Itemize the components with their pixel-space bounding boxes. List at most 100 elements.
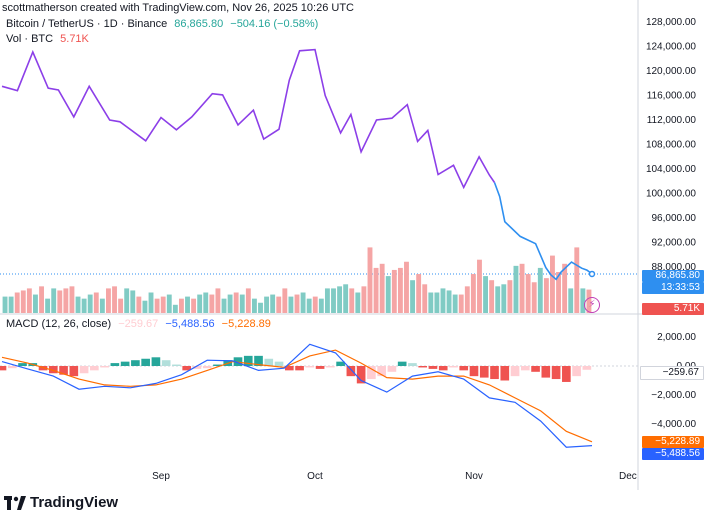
price-axis-tick: 128,000.00	[646, 17, 696, 28]
volume-bar	[215, 288, 221, 313]
volume-bar	[483, 276, 488, 313]
volume-bar	[300, 292, 306, 313]
histogram-bar	[264, 358, 274, 366]
vol-label[interactable]: Vol · BTC	[6, 33, 54, 45]
price-axis-tick: 100,000.00	[646, 189, 696, 200]
price-tag: 86,865.80	[642, 270, 704, 282]
volume-bar	[312, 296, 318, 313]
histogram-bar	[110, 363, 120, 366]
brand-name: TradingView	[30, 494, 119, 511]
volume-bar	[26, 288, 32, 313]
volume-bar	[172, 304, 178, 313]
histogram-bar	[69, 366, 79, 377]
histogram-bar	[38, 366, 48, 371]
histogram-bar	[326, 366, 335, 368]
volume-bar	[124, 288, 130, 313]
histogram-bar	[562, 366, 571, 382]
histogram-bar	[459, 366, 469, 371]
histogram-bar	[397, 361, 407, 366]
histogram-bar	[182, 366, 192, 371]
price-series-blue	[493, 182, 593, 281]
histogram-bar	[551, 366, 561, 380]
volume-bar	[422, 284, 428, 313]
histogram-bar	[59, 366, 68, 375]
time-axis-tick: Sep	[152, 471, 170, 482]
histogram-bar	[520, 366, 530, 371]
histogram-bar	[346, 366, 356, 377]
macd-signal-value: −5,228.89	[221, 318, 271, 330]
price-series-purple	[1, 48, 496, 190]
volume-bar	[185, 296, 190, 313]
histogram-bar	[213, 364, 222, 366]
macd-tag: −5,488.56	[642, 448, 704, 460]
volume-bar	[525, 274, 531, 313]
macd-line	[1, 343, 593, 448]
volume-bar	[112, 286, 117, 313]
macd-axis-tick: 2,000.00	[657, 332, 696, 343]
histogram-bar	[438, 366, 448, 371]
volume-bar	[251, 298, 257, 313]
macd-label[interactable]: MACD (12, 26, close)	[6, 318, 112, 330]
volume-bar	[489, 280, 495, 313]
histogram-bar	[7, 366, 17, 369]
volume-bar	[39, 286, 44, 313]
volume-bar	[391, 269, 397, 313]
histogram-bar	[479, 366, 489, 378]
histogram-bar	[418, 366, 428, 368]
time-axis-tick: Dec	[619, 471, 637, 482]
volume-bar	[440, 288, 446, 313]
volume-bar	[355, 292, 361, 313]
macd-axis-tick: −4,000.00	[651, 419, 696, 430]
volume-bar	[477, 259, 482, 313]
volume-bar	[501, 284, 507, 313]
tradingview-logo[interactable]: TradingView	[4, 494, 118, 511]
histogram-bar	[0, 366, 7, 371]
volume-bar	[264, 296, 270, 313]
price-axis-tick: 88,000.00	[652, 262, 697, 273]
volume-bar	[93, 292, 99, 313]
volume-header: Vol · BTC 5.71K	[6, 33, 93, 45]
volume-bar	[361, 286, 367, 313]
histogram-bar	[151, 357, 161, 366]
histogram-bar	[428, 366, 438, 369]
volume-bar	[282, 288, 288, 313]
vol-value: 5.71K	[60, 33, 89, 45]
volume-bar	[276, 296, 282, 313]
volume-bar	[562, 263, 568, 313]
volume-bar	[294, 294, 300, 313]
volume-bar	[239, 294, 245, 313]
macd-axis-tick: −2,000.00	[651, 390, 696, 401]
histogram-bar	[408, 363, 417, 366]
volume-bar	[379, 263, 385, 313]
volume-tag: 5.71K	[642, 303, 704, 315]
volume-bar	[519, 263, 525, 313]
macd-lines	[1, 343, 593, 448]
volume-bar	[233, 292, 239, 313]
volume-bar	[550, 255, 555, 313]
volume-bar	[20, 290, 26, 313]
volume-bar	[203, 292, 209, 313]
volume-bar	[33, 294, 38, 313]
lightning-icon[interactable]: ⚡	[584, 297, 600, 313]
histogram-bar	[274, 361, 284, 366]
volume-bar	[397, 267, 403, 313]
volume-bar	[63, 288, 69, 313]
volume-bar	[458, 294, 464, 313]
volume-bar	[270, 294, 276, 313]
macd-hist-value: −259.67	[118, 318, 159, 330]
volume-bar	[87, 294, 93, 313]
symbol-name[interactable]: Bitcoin / TetherUS · 1D · Binance	[6, 18, 168, 30]
histogram-bar	[500, 366, 510, 381]
price-axis-tick: 96,000.00	[652, 213, 697, 224]
grid-lines	[0, 273, 638, 367]
volume-bar	[191, 298, 197, 313]
volume-bar	[197, 294, 203, 313]
volume-bar	[446, 290, 452, 313]
volume-bar	[318, 298, 324, 313]
volume-bar	[118, 298, 124, 313]
volume-bar	[507, 280, 513, 313]
volume-bar	[543, 278, 549, 313]
price-axis-tick: 92,000.00	[652, 238, 697, 249]
